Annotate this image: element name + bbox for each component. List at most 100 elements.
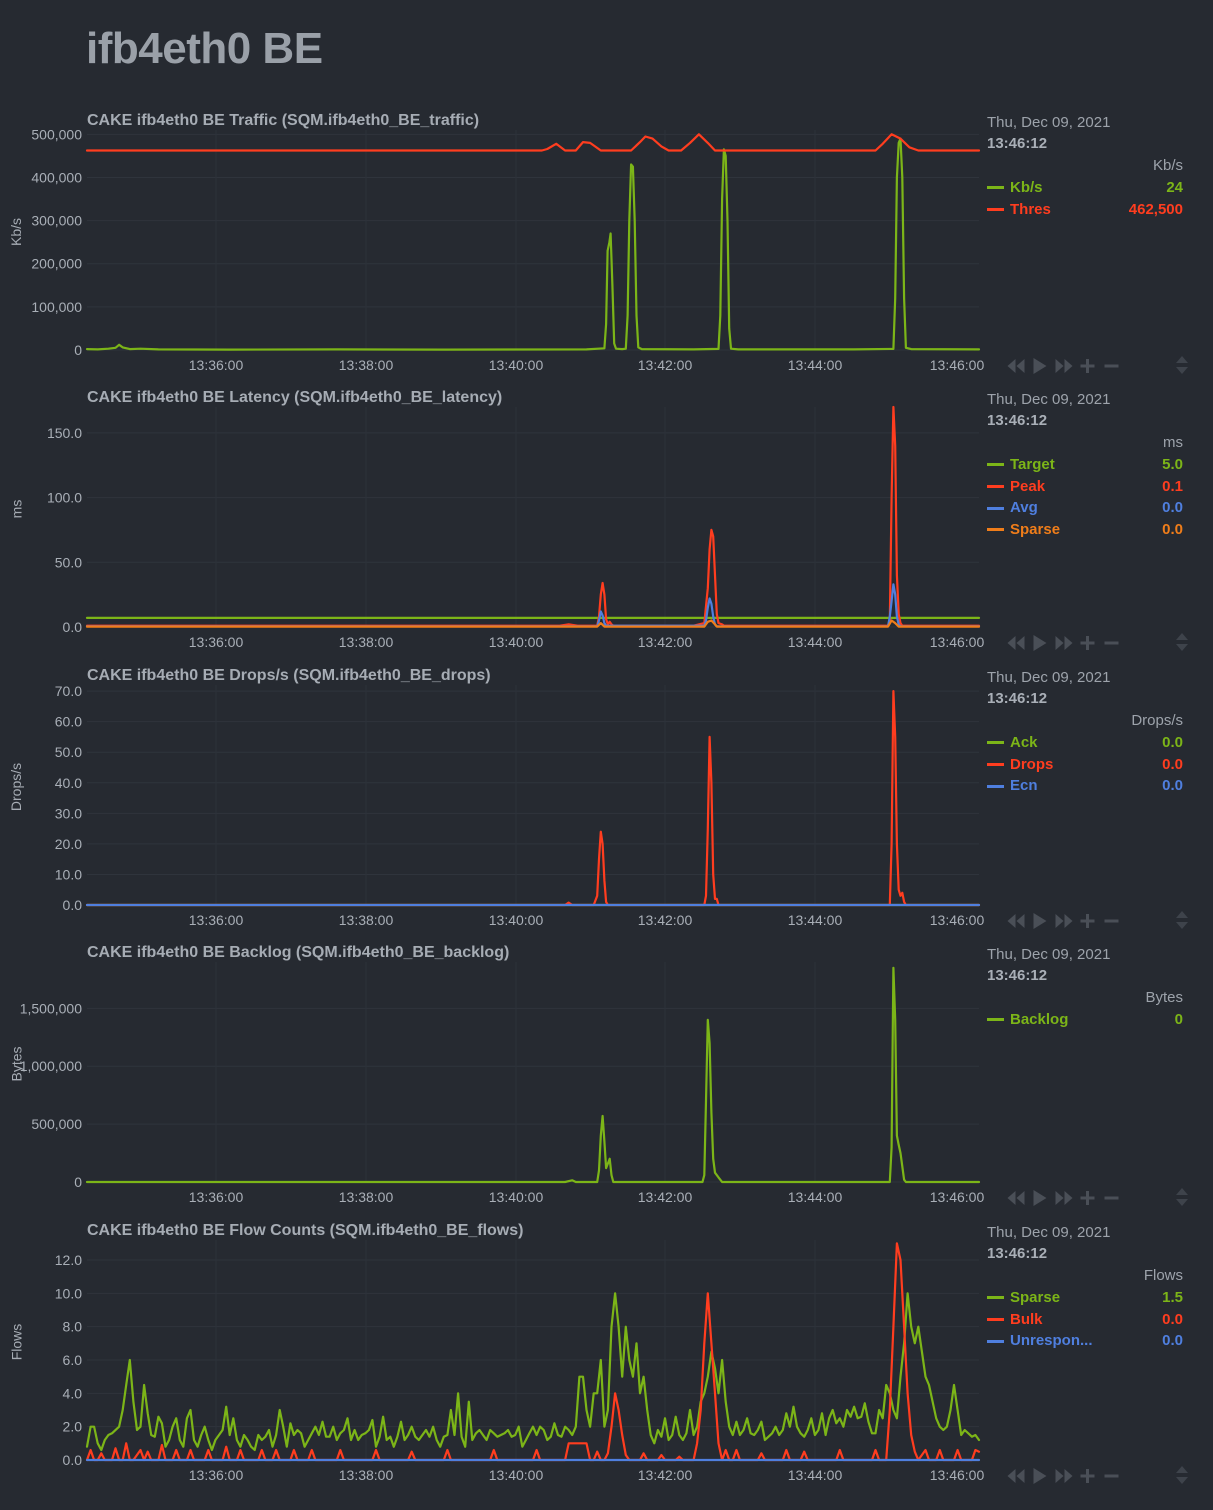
- chart-title: CAKE ifb4eth0 BE Drops/s (SQM.ifb4eth0_B…: [87, 667, 491, 684]
- legend-item-kb-s[interactable]: Kb/s 24: [987, 177, 1183, 199]
- legend-value: 0: [1174, 1011, 1183, 1028]
- play-icon[interactable]: [1030, 1189, 1050, 1207]
- chart-title: CAKE ifb4eth0 BE Latency (SQM.ifb4eth0_B…: [87, 389, 503, 406]
- legend-item-sparse[interactable]: Sparse 1.5: [987, 1287, 1183, 1309]
- legend-units: ms: [1163, 434, 1183, 451]
- y-tick-label: 300,000: [31, 213, 82, 229]
- legend-label: Target: [1010, 456, 1055, 473]
- legend-item-unrespon[interactable]: Unrespon... 0.0: [987, 1330, 1183, 1352]
- resize-icon[interactable]: [1175, 355, 1189, 375]
- fast-forward-icon[interactable]: [1054, 634, 1074, 652]
- legend-swatch: [987, 528, 1004, 532]
- legend-item-avg[interactable]: Avg 0.0: [987, 497, 1183, 519]
- legend-label: Backlog: [1010, 1011, 1069, 1028]
- legend-label: Kb/s: [1010, 179, 1043, 196]
- play-icon[interactable]: [1030, 1467, 1050, 1485]
- zoom-in-icon[interactable]: [1078, 357, 1098, 375]
- fast-forward-icon[interactable]: [1054, 912, 1074, 930]
- y-tick-label: 500,000: [31, 126, 82, 142]
- plot-area[interactable]: 0.0 50.0 100.0 150.0 13:36:00 13:38:00 13:40:0…: [0, 389, 1213, 666]
- legend-item-drops[interactable]: Drops 0.0: [987, 754, 1183, 776]
- zoom-out-icon[interactable]: [1102, 634, 1122, 652]
- plot-area[interactable]: 0 500,000 1,000,000 1,500,000 13:36:00 13:38:…: [0, 944, 1213, 1221]
- x-tick-label: 13:46:00: [930, 1467, 985, 1483]
- legend-item-target[interactable]: Target 5.0: [987, 454, 1183, 476]
- resize-icon[interactable]: [1175, 910, 1189, 930]
- fast-forward-icon[interactable]: [1054, 1189, 1074, 1207]
- legend-label: Ecn: [1010, 777, 1038, 795]
- legend-value: 0.0: [1162, 521, 1183, 539]
- zoom-in-icon[interactable]: [1078, 1189, 1098, 1207]
- zoom-in-icon[interactable]: [1078, 912, 1098, 930]
- legend-item-thres[interactable]: Thres 462,500: [987, 199, 1183, 221]
- legend-label: Sparse: [1010, 1289, 1061, 1306]
- legend-swatch: [987, 1318, 1004, 1322]
- legend-item-ecn[interactable]: Ecn 0.0: [987, 775, 1183, 797]
- x-tick-label: 13:36:00: [189, 912, 244, 928]
- legend-item-backlog[interactable]: Backlog 0: [987, 1009, 1183, 1031]
- chart-title: CAKE ifb4eth0 BE Flow Counts (SQM.ifb4et…: [87, 1222, 524, 1239]
- fast-forward-icon[interactable]: [1054, 1467, 1074, 1485]
- rewind-icon[interactable]: [1006, 357, 1026, 375]
- x-tick-label: 13:40:00: [489, 634, 544, 650]
- x-tick-label: 13:36:00: [189, 1467, 244, 1483]
- legend-time: 13:46:12: [987, 690, 1048, 707]
- chart-flows[interactable]: CAKE ifb4eth0 BE Flow Counts (SQM.ifb4et…: [0, 1222, 1213, 1499]
- y-tick-label: 6.0: [63, 1352, 83, 1368]
- x-tick-label: 13:46:00: [930, 912, 985, 928]
- rewind-icon[interactable]: [1006, 1467, 1026, 1485]
- play-icon[interactable]: [1030, 912, 1050, 930]
- zoom-out-icon[interactable]: [1102, 357, 1122, 375]
- series-line-drops: [85, 690, 981, 907]
- y-tick-label: 200,000: [31, 256, 82, 272]
- fast-forward-icon[interactable]: [1054, 357, 1074, 375]
- chart-drops-s[interactable]: CAKE ifb4eth0 BE Drops/s (SQM.ifb4eth0_B…: [0, 667, 1213, 944]
- chart-toolbar: [1006, 633, 1122, 653]
- legend-item-sparse[interactable]: Sparse 0.0: [987, 519, 1183, 541]
- legend-swatch: [987, 186, 1004, 190]
- y-tick-label: 0.0: [63, 619, 83, 635]
- zoom-out-icon[interactable]: [1102, 1467, 1122, 1485]
- zoom-in-icon[interactable]: [1078, 1467, 1098, 1485]
- plot-area[interactable]: 0.0 10.0 20.0 30.0 40.0 50.0 60.0 70.0 13:36:00 1…: [0, 667, 1213, 944]
- x-tick-label: 13:44:00: [788, 1467, 843, 1483]
- play-icon[interactable]: [1030, 634, 1050, 652]
- zoom-out-icon[interactable]: [1102, 1189, 1122, 1207]
- series-line-peak: [85, 405, 981, 627]
- x-tick-label: 13:40:00: [489, 912, 544, 928]
- y-tick-label: 50.0: [55, 744, 82, 760]
- rewind-icon[interactable]: [1006, 912, 1026, 930]
- plot-area[interactable]: 0 100,000 200,000 300,000 400,000 500,000 13:3…: [0, 112, 1213, 389]
- legend-date: Thu, Dec 09, 2021: [987, 946, 1111, 963]
- chart-kb-s[interactable]: CAKE ifb4eth0 BE Traffic (SQM.ifb4eth0_B…: [0, 112, 1213, 389]
- rewind-icon[interactable]: [1006, 1189, 1026, 1207]
- legend-time: 13:46:12: [987, 1245, 1048, 1262]
- legend-label: Sparse: [1010, 521, 1061, 539]
- x-tick-label: 13:38:00: [339, 357, 394, 373]
- y-tick-label: 0: [74, 1174, 82, 1190]
- plot-area[interactable]: 0.0 2.0 4.0 6.0 8.0 10.0 12.0 13:36:00 13:38:00 1…: [0, 1222, 1213, 1499]
- x-tick-label: 13:44:00: [788, 912, 843, 928]
- rewind-icon[interactable]: [1006, 634, 1026, 652]
- play-icon[interactable]: [1030, 357, 1050, 375]
- resize-icon[interactable]: [1175, 1187, 1189, 1207]
- zoom-out-icon[interactable]: [1102, 912, 1122, 930]
- legend-value: 0.0: [1162, 1332, 1183, 1350]
- resize-icon[interactable]: [1175, 632, 1189, 652]
- legend-item-bulk[interactable]: Bulk 0.0: [987, 1309, 1183, 1331]
- y-tick-label: 0: [74, 342, 82, 358]
- zoom-in-icon[interactable]: [1078, 634, 1098, 652]
- legend-value: 5.0: [1162, 456, 1183, 473]
- x-tick-label: 13:46:00: [930, 357, 985, 373]
- chart-ms[interactable]: CAKE ifb4eth0 BE Latency (SQM.ifb4eth0_B…: [0, 389, 1213, 666]
- chart-bytes[interactable]: CAKE ifb4eth0 BE Backlog (SQM.ifb4eth0_B…: [0, 944, 1213, 1221]
- legend-value: 0.0: [1162, 755, 1183, 773]
- legend-time: 13:46:12: [987, 412, 1048, 429]
- legend-item-peak[interactable]: Peak 0.1: [987, 476, 1183, 498]
- y-tick-label: 8.0: [63, 1319, 83, 1335]
- resize-icon[interactable]: [1175, 1465, 1189, 1485]
- chart-toolbar: [1006, 356, 1122, 376]
- legend-item-ack[interactable]: Ack 0.0: [987, 732, 1183, 754]
- x-tick-label: 13:38:00: [339, 912, 394, 928]
- legend-value: 0.0: [1162, 1310, 1183, 1328]
